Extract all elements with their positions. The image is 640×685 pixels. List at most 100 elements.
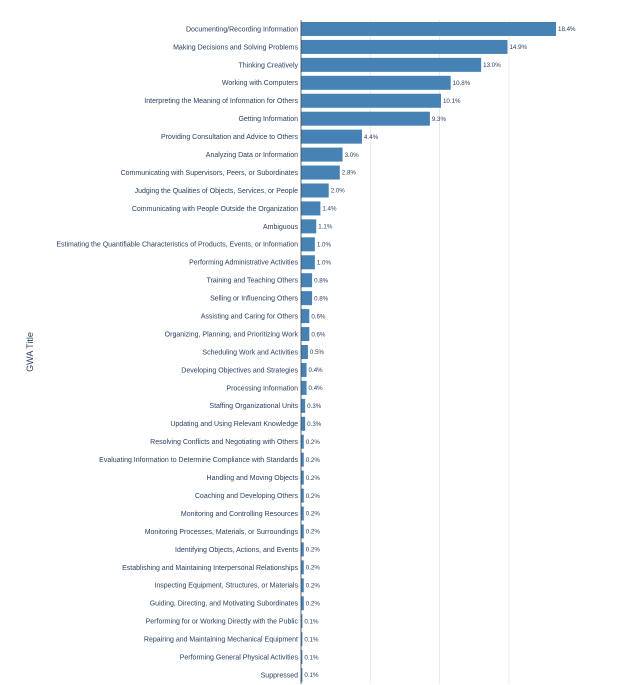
category-label: Establishing and Maintaining Interperson…	[122, 565, 298, 572]
value-label: 0.6%	[311, 313, 326, 320]
category-label: Scheduling Work and Activities	[202, 349, 298, 356]
bar	[301, 650, 303, 665]
bar	[301, 488, 304, 503]
category-label: Analyzing Data or Information	[206, 152, 298, 159]
category-label: Monitoring Processes, Materials, or Surr…	[145, 529, 299, 536]
category-label: Getting Information	[238, 116, 298, 123]
category-label: Performing Administrative Activities	[189, 260, 298, 267]
value-labels: 18.4% 14.9% 13.0% 10.8% 10.1% 9.3% 4.4% 3.0% 2.8…	[304, 26, 576, 679]
value-label: 0.2%	[306, 547, 321, 554]
category-label: Communicating with Supervisors, Peers, o…	[121, 170, 299, 177]
value-label: 0.3%	[307, 403, 322, 410]
bar	[301, 255, 315, 270]
value-label: 0.1%	[304, 654, 319, 661]
bar	[301, 129, 362, 144]
bar	[301, 309, 310, 324]
bar	[301, 398, 306, 413]
bar	[301, 470, 304, 485]
category-label: Resolving Conflicts and Negotiating with…	[150, 439, 298, 446]
bar	[301, 75, 451, 90]
value-label: 0.4%	[309, 385, 324, 392]
bar	[301, 21, 556, 36]
category-label: Providing Consultation and Advice to Oth…	[161, 134, 298, 141]
bar	[301, 39, 508, 54]
y-axis-title: GWA Title	[25, 332, 35, 372]
category-label: Inspecting Equipment, Structures, or Mat…	[154, 583, 298, 590]
value-label: 18.4%	[558, 26, 576, 33]
category-label: Making Decisions and Solving Problems	[173, 44, 298, 51]
category-label: Thinking Creatively	[238, 62, 298, 69]
value-label: 0.2%	[306, 600, 321, 607]
bar	[301, 614, 303, 629]
category-label: Processing Information	[226, 385, 298, 392]
bar	[301, 362, 307, 377]
value-label: 0.4%	[309, 367, 324, 374]
category-label: Staffing Organizational Units	[209, 403, 298, 410]
bar	[301, 147, 343, 162]
value-label: 0.1%	[304, 672, 319, 679]
value-label: 0.2%	[306, 439, 321, 446]
value-label: 0.2%	[306, 565, 321, 572]
bar	[301, 183, 329, 198]
category-label: Communicating with People Outside the Or…	[132, 206, 298, 213]
category-label: Ambiguous	[263, 224, 299, 231]
bar	[301, 560, 304, 575]
value-label: 0.8%	[314, 277, 329, 284]
bars-group	[301, 21, 556, 683]
category-label: Assisting and Caring for Others	[201, 314, 299, 321]
bar	[301, 542, 304, 557]
value-label: 14.9%	[509, 44, 527, 51]
category-label: Developing Objectives and Strategies	[181, 367, 298, 374]
value-label: 0.3%	[307, 421, 322, 428]
category-label: Monitoring and Controlling Resources	[181, 511, 299, 518]
category-label: Guiding, Directing, and Motivating Subor…	[150, 601, 299, 608]
category-label: Performing for or Working Directly with …	[146, 619, 299, 626]
category-label: Repairing and Maintaining Mechanical Equ…	[144, 637, 298, 644]
category-label: Judging the Qualities of Objects, Servic…	[135, 188, 299, 195]
value-label: 0.6%	[311, 331, 326, 338]
bar	[301, 380, 307, 395]
value-label: 0.1%	[304, 636, 319, 643]
value-label: 10.8%	[453, 80, 471, 87]
value-label: 2.8%	[342, 170, 357, 177]
value-label: 0.8%	[314, 295, 329, 302]
value-label: 0.2%	[306, 511, 321, 518]
value-label: 1.4%	[322, 206, 337, 213]
category-label: Evaluating Information to Determine Comp…	[99, 457, 298, 464]
category-label: Training and Teaching Others	[207, 278, 299, 285]
bar	[301, 165, 340, 180]
value-label: 9.3%	[432, 116, 447, 123]
bar	[301, 57, 482, 72]
value-label: 0.2%	[306, 475, 321, 482]
value-label: 0.5%	[310, 349, 325, 356]
bar	[301, 273, 313, 288]
category-label: Coaching and Developing Others	[195, 493, 299, 500]
value-label: 1.0%	[317, 259, 332, 266]
category-label: Suppressed	[261, 672, 298, 679]
bar	[301, 668, 303, 683]
category-label: Documenting/Recording Information	[186, 26, 298, 33]
category-label: Identifying Objects, Actions, and Events	[175, 547, 298, 554]
bar	[301, 506, 304, 521]
bar	[301, 237, 315, 252]
bar	[301, 452, 304, 467]
bar	[301, 291, 313, 306]
value-label: 13.0%	[483, 62, 501, 69]
value-label: 0.2%	[306, 493, 321, 500]
bar	[301, 93, 441, 108]
bar	[301, 201, 321, 216]
grid-lines	[369, 20, 510, 684]
category-label: Organizing, Planning, and Prioritizing W…	[165, 331, 299, 338]
value-label: 3.0%	[345, 152, 360, 159]
value-label: 4.4%	[364, 134, 379, 141]
bar	[301, 578, 304, 593]
category-label: Updating and Using Relevant Knowledge	[170, 421, 298, 428]
value-label: 2.0%	[331, 188, 346, 195]
category-label: Estimating the Quantifiable Characterist…	[56, 242, 298, 249]
category-label: Selling or Influencing Others	[210, 296, 298, 303]
category-label: Working with Computers	[222, 80, 299, 87]
bar	[301, 219, 317, 234]
bar	[301, 327, 310, 342]
value-label: 1.0%	[317, 242, 332, 249]
